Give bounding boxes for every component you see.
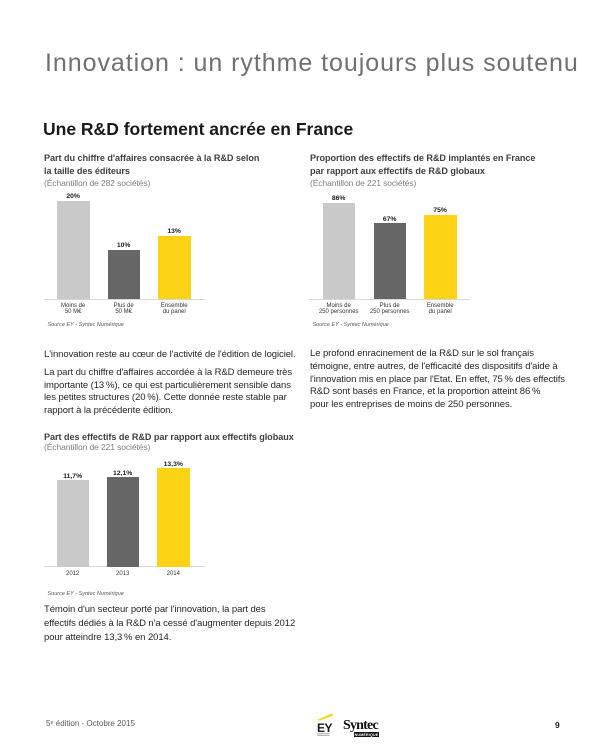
svg-text:EY: EY (317, 721, 333, 735)
